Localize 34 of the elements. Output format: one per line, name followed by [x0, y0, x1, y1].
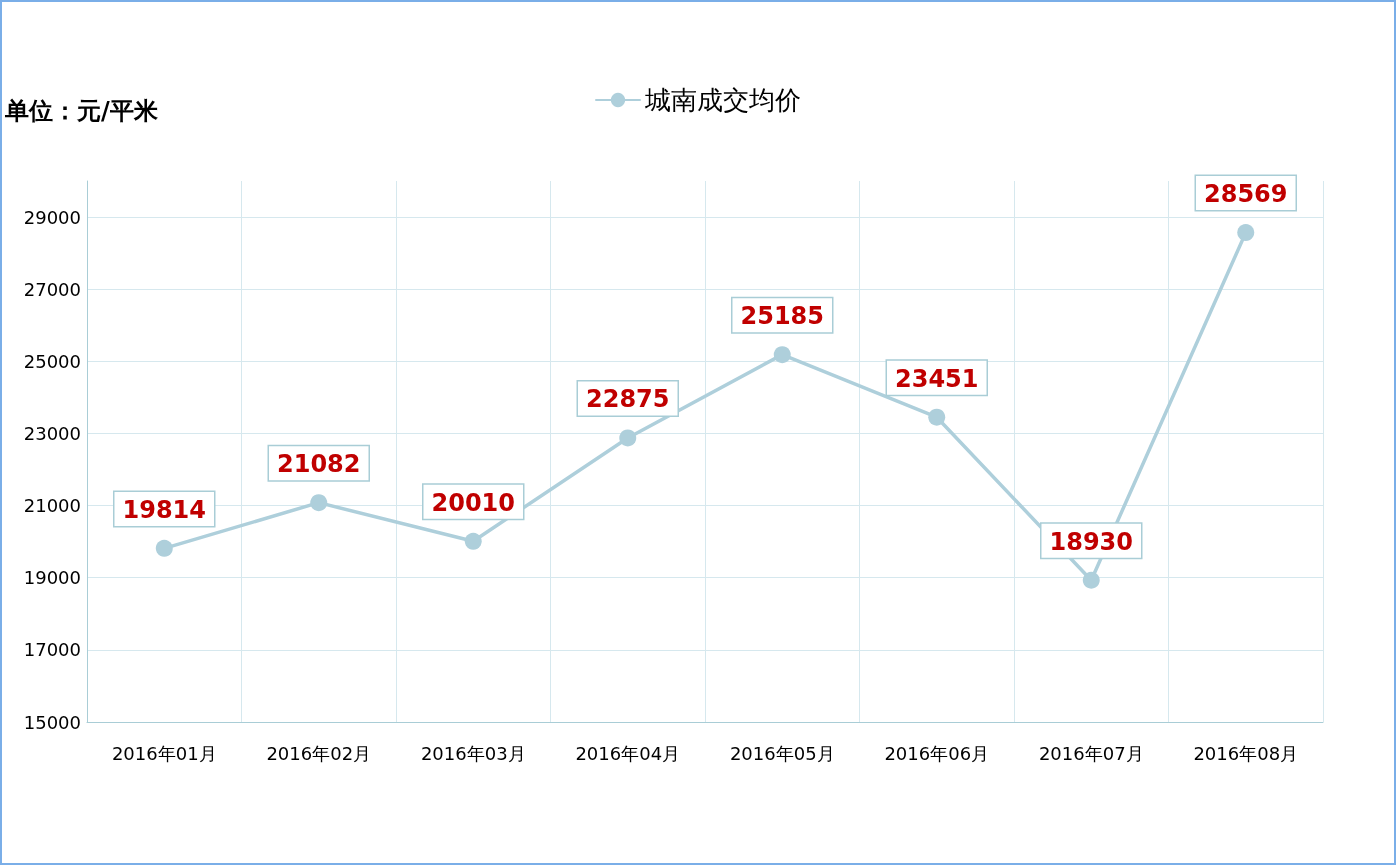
y-tick-label: 15000: [23, 711, 81, 733]
y-tick-label: 29000: [23, 206, 81, 228]
y-tick-label: 27000: [23, 278, 81, 300]
x-tick-label: 2016年08月: [1193, 742, 1299, 764]
y-tick-label: 25000: [23, 350, 81, 372]
point: [155, 539, 173, 557]
point: [310, 494, 328, 512]
point: [1237, 224, 1255, 242]
data-label: 21082: [277, 450, 361, 479]
point: [464, 532, 482, 550]
data-label: 28569: [1204, 180, 1288, 209]
y-axis-title: 单位：元/平米: [4, 97, 159, 125]
x-tick-label: 2016年04月: [575, 742, 681, 764]
x-tick-label: 2016年07月: [1038, 742, 1144, 764]
data-label: 22875: [586, 385, 670, 414]
point: [1082, 571, 1100, 589]
y-tick-label: 23000: [23, 422, 81, 444]
x-tick-label: 2016年01月: [111, 742, 217, 764]
y-tick-label: 19000: [23, 567, 81, 589]
data-label: 25185: [740, 302, 824, 331]
x-tick-label: 2016年02月: [266, 742, 372, 764]
data-label: 23451: [895, 364, 979, 393]
data-label: 19814: [122, 495, 206, 524]
legend-label: 城南成交均价: [644, 85, 801, 115]
data-label: 18930: [1049, 527, 1133, 556]
x-tick-label: 2016年05月: [729, 742, 835, 764]
y-tick-label: 21000: [23, 495, 81, 517]
y-tick-label: 17000: [23, 639, 81, 661]
point: [773, 346, 791, 364]
point: [928, 408, 946, 426]
x-tick-label: 2016年06月: [884, 742, 990, 764]
x-tick-label: 2016年03月: [420, 742, 526, 764]
point: [619, 429, 637, 447]
data-label: 20010: [431, 488, 515, 517]
